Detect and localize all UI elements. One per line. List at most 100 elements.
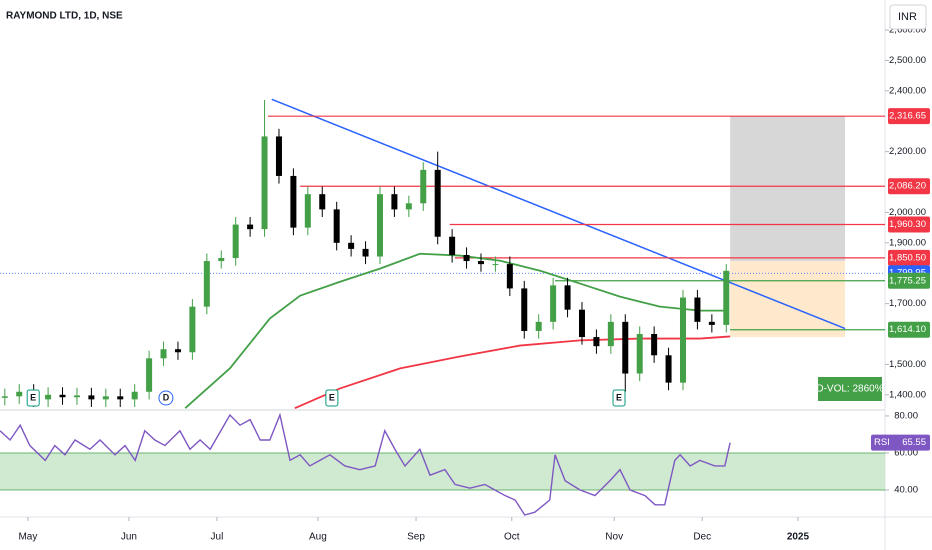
candle-body [218,258,225,262]
candle-body [362,248,369,257]
candle-body [319,194,326,210]
rsi-value: 65.55 [902,437,926,448]
candle-body [622,321,629,374]
rsi-line [0,412,731,516]
event-icon [325,389,339,407]
candle-body [1,396,8,398]
candle-body [117,396,124,400]
currency[interactable]: INR [898,11,917,23]
level-label-box [888,216,930,233]
event-icon [158,390,174,406]
level-label-box [888,178,930,195]
y-tick-label: 2,400.00 [889,85,926,96]
symbol: RAYMOND LTD, 1D, NSE [6,11,123,22]
dvol-box [818,377,882,401]
candle-body [232,224,239,259]
candle-body [420,169,427,204]
candle-body [535,321,542,331]
candle-body [131,391,138,400]
dvol: D-VOL: 2860% [816,384,883,395]
moving-average [184,252,725,409]
candle-body [463,254,470,262]
event-label: E [329,392,335,402]
event-label: E [616,392,622,402]
candle-body [203,261,210,307]
level-label: 2,316.65 [889,111,926,122]
candle-body [16,391,23,397]
candle-body [521,288,528,331]
candle-body [261,136,268,230]
x-tick-label: Nov [605,532,623,543]
y-tick-label: 1,700.00 [889,298,926,309]
currency-box[interactable] [889,4,927,30]
candle-body [492,264,499,266]
candle-body [636,334,643,374]
level-label-box [888,249,930,266]
level-label: 1,614.10 [889,324,926,335]
level-label: 1,850.50 [889,252,926,263]
candle-body [73,395,80,398]
event-icon [612,389,626,407]
position-zone [730,116,846,262]
x-tick-label: 2025 [787,532,810,543]
candle-body [189,306,196,353]
candle-body [333,209,340,243]
level-label: 2,086.20 [889,181,926,192]
candle-body [477,261,484,265]
candle-body [376,194,383,257]
candle-body [651,334,658,356]
candle-body [723,270,730,325]
event-label: D [163,392,170,402]
x-tick-label: Sep [407,532,425,543]
candle-body [45,394,52,400]
candle-body [593,337,600,347]
levels [0,98,885,331]
candle-body [506,264,513,289]
candle-body [160,349,167,359]
candle-body [550,285,557,322]
level-label: 1,960.30 [889,219,926,230]
rsi-tick-label: 60.00 [894,447,918,458]
moving-average [294,335,731,410]
moving-averages [184,252,731,410]
position-zone [730,261,846,338]
candle-body [665,355,672,383]
rsi-pane [0,412,885,516]
y-tick-label: 2,000.00 [889,207,926,218]
candle-body [88,395,95,400]
candle-body [247,224,254,230]
candle-body [405,203,412,210]
candle-body [679,297,686,383]
event-label: E [30,392,36,402]
x-tick-label: Aug [309,532,327,543]
y-tick-label: 2,500.00 [889,55,926,66]
level-label-box [888,108,930,125]
x-tick-label: Oct [504,532,520,543]
candle-body [59,394,66,398]
y-tick-label: 2,600.00 [889,25,926,36]
candle-body [449,236,456,255]
event-icon [26,389,40,407]
candle-body [434,169,441,237]
y-tick-label: 1,500.00 [889,359,926,370]
rsi-tick-label: 40.00 [894,485,918,496]
rsi-band [0,452,885,490]
candle-body [146,358,153,392]
candle-body [607,321,614,347]
candle-body [391,194,398,210]
rsi-label-box [871,434,930,451]
level-label-box [888,272,930,289]
candle-body [304,194,311,228]
candle-body [174,349,181,353]
axes: 2,600.00 2,500.00 2,400.00 2,200.00 2,000.00… [18,25,930,543]
y-tick-label: 1,900.00 [889,237,926,248]
candle-body [564,285,571,310]
candle-body [694,297,701,322]
x-tick-label: Jul [211,532,224,543]
zones [730,116,846,338]
y-tick-label: 1,400.00 [889,389,926,400]
x-tick-label: Dec [693,532,711,543]
